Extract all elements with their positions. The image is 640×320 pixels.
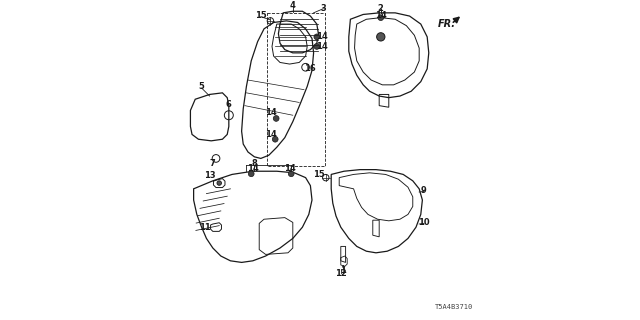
Text: 14: 14 <box>375 11 387 20</box>
Text: 7: 7 <box>210 159 216 168</box>
Circle shape <box>273 136 278 142</box>
Circle shape <box>273 116 279 121</box>
Text: 16: 16 <box>305 64 316 73</box>
Text: 14: 14 <box>247 164 259 173</box>
Text: 3: 3 <box>321 4 326 12</box>
Text: 8: 8 <box>252 159 257 168</box>
Text: 15: 15 <box>255 11 267 20</box>
Text: 10: 10 <box>418 218 430 227</box>
Text: 14: 14 <box>316 42 328 51</box>
Circle shape <box>289 171 294 177</box>
Text: FR.: FR. <box>437 19 456 29</box>
Circle shape <box>314 34 320 40</box>
Text: 2: 2 <box>378 4 384 12</box>
Circle shape <box>378 15 383 20</box>
Text: 5: 5 <box>198 82 205 91</box>
Text: 13: 13 <box>204 171 216 180</box>
Circle shape <box>217 181 221 185</box>
Text: 6: 6 <box>226 100 232 108</box>
Text: 14: 14 <box>316 32 328 41</box>
Circle shape <box>248 171 254 177</box>
Text: 12: 12 <box>335 269 347 278</box>
Text: 14: 14 <box>264 130 276 139</box>
Text: 15: 15 <box>314 170 325 179</box>
Text: 4: 4 <box>290 1 296 10</box>
Text: 1: 1 <box>340 266 346 275</box>
Text: 14: 14 <box>284 164 296 173</box>
Text: 11: 11 <box>199 223 211 232</box>
Circle shape <box>376 33 385 41</box>
Text: 14: 14 <box>264 108 276 116</box>
Text: T5A4B3710: T5A4B3710 <box>435 304 474 310</box>
Text: 9: 9 <box>421 186 427 195</box>
Circle shape <box>314 44 320 49</box>
